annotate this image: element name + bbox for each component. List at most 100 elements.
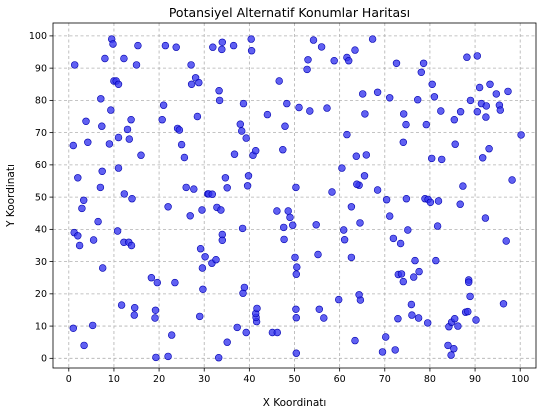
data-point	[127, 115, 135, 124]
data-point	[399, 277, 407, 286]
data-point	[411, 256, 419, 265]
data-point	[244, 172, 253, 180]
y-tick-label: 30	[35, 257, 47, 268]
data-point	[450, 115, 458, 124]
data-point	[263, 110, 272, 119]
data-point	[230, 150, 239, 158]
data-point	[159, 101, 168, 109]
x-tick-label: 40	[243, 374, 255, 385]
y-tick-label: 40	[35, 225, 47, 236]
data-point	[414, 95, 422, 104]
data-point	[151, 314, 159, 322]
data-point	[338, 164, 346, 172]
data-point	[447, 351, 455, 359]
data-point	[472, 316, 480, 324]
data-point	[89, 236, 98, 244]
y-tick-label: 50	[35, 192, 47, 203]
data-point	[158, 115, 166, 124]
data-point	[233, 323, 241, 332]
data-point	[417, 68, 425, 77]
data-point	[428, 80, 436, 89]
data-point	[79, 196, 88, 205]
data-point	[186, 212, 194, 220]
data-point	[335, 295, 343, 304]
data-point	[171, 278, 179, 287]
data-point	[407, 300, 416, 309]
data-point	[280, 223, 288, 232]
data-point	[330, 56, 338, 65]
data-point	[208, 190, 217, 198]
data-point	[223, 184, 231, 192]
data-point	[97, 95, 105, 103]
data-point	[80, 341, 88, 350]
data-point	[309, 36, 318, 44]
data-point	[415, 267, 423, 276]
data-point	[96, 183, 105, 192]
data-point	[389, 234, 398, 243]
data-point	[130, 311, 139, 319]
data-point	[280, 235, 288, 244]
data-point	[177, 140, 186, 149]
y-tick-label: 90	[35, 63, 47, 74]
data-point	[402, 120, 410, 129]
data-point	[430, 93, 439, 101]
y-axis-label: Y Koordinatı	[5, 164, 17, 228]
data-point	[303, 65, 311, 74]
data-point	[113, 227, 122, 235]
data-point	[408, 311, 416, 319]
data-point	[242, 328, 250, 337]
data-point	[356, 219, 364, 227]
data-point	[75, 241, 84, 250]
data-point	[247, 46, 256, 55]
data-point	[283, 99, 291, 108]
data-point	[98, 264, 107, 272]
data-point	[359, 90, 367, 98]
data-point	[504, 87, 512, 96]
data-point	[238, 127, 246, 135]
data-point	[175, 126, 184, 134]
data-point	[147, 274, 156, 282]
data-point	[304, 56, 312, 64]
data-point	[114, 80, 123, 89]
y-tick-label: 20	[35, 289, 47, 300]
data-point	[351, 46, 359, 54]
data-point	[74, 174, 82, 182]
data-point	[253, 304, 261, 313]
data-point	[128, 195, 136, 203]
data-point	[161, 41, 170, 50]
data-point	[193, 112, 202, 121]
y-tick-label: 100	[29, 31, 47, 42]
data-point	[215, 86, 223, 95]
data-point	[120, 190, 129, 198]
data-point	[499, 300, 508, 308]
data-point	[98, 167, 106, 176]
data-point	[456, 200, 464, 208]
data-point	[198, 264, 207, 272]
data-point	[117, 301, 126, 309]
data-point	[419, 59, 428, 67]
data-point	[131, 304, 139, 312]
data-point	[201, 253, 209, 261]
data-point	[74, 232, 82, 240]
y-tick-label: 60	[35, 160, 47, 171]
data-point	[492, 90, 500, 98]
grid-lines	[53, 23, 536, 368]
data-point	[404, 226, 412, 234]
data-point	[451, 140, 459, 148]
data-point	[125, 135, 134, 143]
data-point	[306, 107, 314, 115]
data-point	[315, 305, 323, 313]
data-point	[293, 263, 301, 271]
x-tick-label: 100	[511, 374, 529, 385]
data-point	[317, 43, 326, 51]
data-point	[88, 321, 97, 330]
data-point	[508, 176, 516, 184]
data-point	[164, 352, 172, 361]
x-axis-ticks: 0 10 20 30 40 50 60 70 80 90 100	[66, 368, 529, 385]
data-point	[229, 41, 238, 50]
data-point	[223, 338, 231, 346]
data-point	[114, 164, 123, 172]
data-point	[454, 322, 462, 330]
data-point	[281, 122, 289, 130]
data-point	[451, 315, 459, 323]
